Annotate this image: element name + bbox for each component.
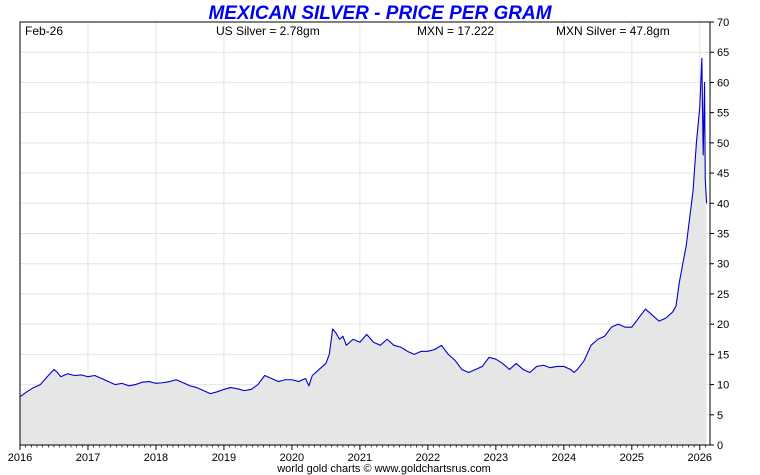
price-line [19, 57, 708, 398]
y-tick-label: 20 [717, 319, 729, 331]
date-label: Feb-26 [25, 24, 63, 38]
y-tick-label: 65 [717, 47, 729, 59]
x-tick-label: 2019 [212, 452, 236, 464]
y-tick-label: 30 [717, 259, 729, 271]
x-tick-label: 2020 [280, 452, 304, 464]
x-tick-label: 2024 [552, 452, 576, 464]
x-axis: 2016 2017 2018 2019 2020 2021 2022 2023 2024 2025… [8, 445, 712, 464]
mxn-silver-stat: MXN Silver = 47.8gm [556, 24, 670, 38]
y-tick-label: 40 [717, 198, 729, 210]
chart-title: MEXICAN SILVER - PRICE PER GRAM [208, 3, 552, 24]
y-tick-label: 55 [717, 108, 729, 120]
y-tick-label: 45 [717, 168, 729, 180]
x-tick-label: 2016 [8, 452, 32, 464]
x-tick-label: 2017 [76, 452, 100, 464]
x-tick-label: 2025 [620, 452, 644, 464]
y-tick-label: 5 [717, 410, 723, 422]
y-tick-label: 0 [717, 440, 723, 452]
x-tick-label: 2026 [688, 452, 712, 464]
source-credit: world gold charts © www.goldchartsrus.co… [276, 463, 491, 475]
y-tick-label: 10 [717, 380, 729, 392]
y-tick-label: 70 [717, 17, 729, 29]
us-silver-stat: US Silver = 2.78gm [216, 24, 320, 38]
x-tick-label: 2022 [416, 452, 440, 464]
y-axis: 0 5 10 15 20 25 30 35 40 45 50 55 60 65 70 [710, 17, 729, 452]
x-tick-label: 2023 [484, 452, 508, 464]
mxn-rate-stat: MXN = 17.222 [417, 24, 494, 38]
price-area-fill [20, 58, 707, 445]
x-tick-label: 2021 [348, 452, 372, 464]
y-tick-label: 35 [717, 229, 729, 241]
y-tick-label: 60 [717, 77, 729, 89]
y-tick-label: 50 [717, 138, 729, 150]
y-tick-label: 15 [717, 349, 729, 361]
y-tick-label: 25 [717, 289, 729, 301]
x-tick-label: 2018 [144, 452, 168, 464]
